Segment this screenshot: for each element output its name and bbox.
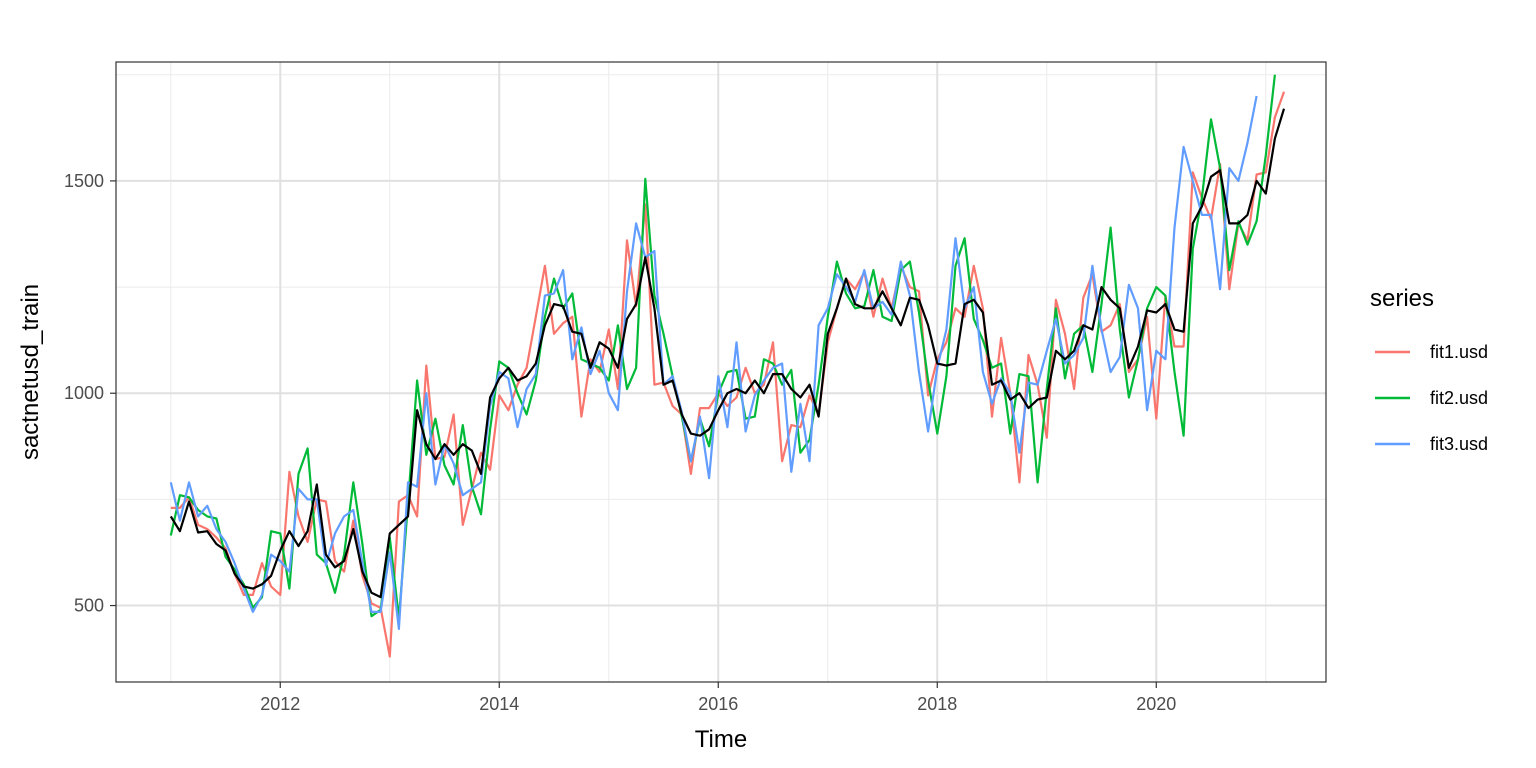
legend: series fit1.usd fit2.usd fit3.usd [1370,285,1488,454]
series-line-fit2-usd [169,74,1276,620]
legend-title: series [1370,285,1434,312]
x-axis-title: Time [695,726,747,753]
legend-label: fit3.usd [1430,434,1488,454]
x-tick-label: 2020 [1136,694,1176,714]
plot-border [115,61,1327,683]
legend-label: fit1.usd [1430,342,1488,362]
y-axis-title: sactnetusd_train [17,284,44,460]
x-tick-label: 2014 [479,694,519,714]
axes: 2012 2014 2016 2018 2020 500 1000 1500 [64,171,1176,714]
legend-label: fit2.usd [1430,388,1488,408]
series-line-actual [169,108,1286,599]
y-tick-label: 1000 [64,383,104,403]
legend-items: fit1.usd fit2.usd fit3.usd [1375,342,1488,454]
x-tick-label: 2016 [698,694,738,714]
series-lines [169,74,1286,658]
series-line-fit3-usd [169,95,1258,631]
y-tick-label: 500 [74,596,104,616]
x-tick-label: 2018 [917,694,957,714]
y-tick-label: 1500 [64,171,104,191]
x-tick-label: 2012 [260,694,300,714]
